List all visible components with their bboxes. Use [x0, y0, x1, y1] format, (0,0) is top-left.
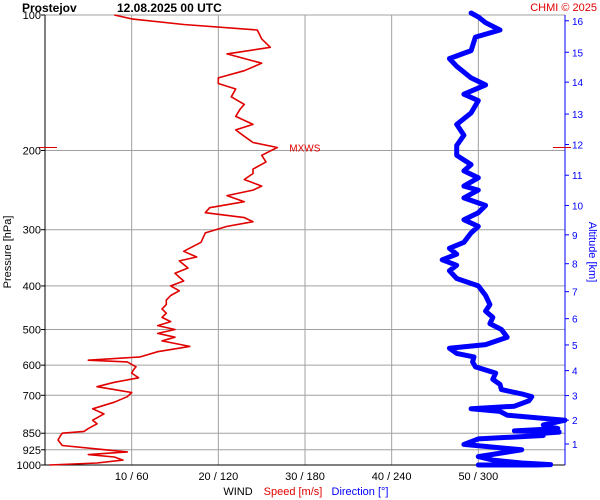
x-axis-speed-label: Speed [m/s]	[264, 486, 323, 498]
pressure-tick-label: 200	[23, 145, 41, 157]
altitude-tick-label: 10	[572, 201, 584, 212]
pressure-tick-label: 500	[23, 325, 41, 337]
x-axis-wind-label: WIND	[223, 486, 252, 498]
altitude-tick-label: 15	[572, 48, 584, 59]
altitude-tick-label: 4	[572, 367, 578, 378]
station-title: Prostejov	[22, 1, 77, 15]
x-axis-direction-label: Direction [°]	[332, 486, 389, 498]
altitude-tick-label: 6	[572, 315, 578, 326]
altitude-tick-label: 7	[572, 288, 578, 299]
mxws-marker: MXWS	[39, 144, 571, 155]
datetime-title: 12.08.2025 00 UTC	[117, 1, 222, 15]
pressure-tick-label: 300	[23, 225, 41, 237]
pressure-tick-label: 850	[23, 428, 41, 440]
x-tick-label: 40 / 240	[372, 471, 412, 483]
pressure-tick-label: 400	[23, 281, 41, 293]
altitude-tick-label: 1	[572, 440, 578, 451]
pressure-tick-label: 100	[23, 10, 41, 22]
altitude-tick-label: 13	[572, 110, 584, 121]
pressure-tick-label: 600	[23, 360, 41, 372]
altitude-tick-label: 14	[572, 78, 584, 89]
altitude-tick-label: 5	[572, 341, 578, 352]
x-tick-label: 50 / 300	[458, 471, 498, 483]
x-tick-label: 10 / 60	[115, 471, 149, 483]
x-tick-label: 30 / 180	[285, 471, 325, 483]
altitude-tick-label: 16	[572, 17, 584, 28]
altitude-tick-label: 8	[572, 260, 578, 271]
altitude-tick-label: 11	[572, 171, 583, 182]
pressure-axis: 100 200 300 400 500 600 700 850 925 1000	[17, 10, 45, 472]
x-axis: 10 / 60 20 / 120 30 / 180 40 / 240 50 / 300	[115, 471, 498, 483]
credit-label: CHMI © 2025	[530, 2, 597, 14]
mxws-label: MXWS	[289, 144, 320, 155]
speed-series-line	[49, 14, 279, 466]
altitude-tick-label: 12	[572, 141, 584, 152]
pressure-axis-label: Pressure [hPa]	[2, 216, 14, 289]
grid-layer	[45, 14, 565, 466]
altitude-tick-label: 9	[572, 231, 578, 242]
pressure-tick-label: 925	[23, 445, 41, 457]
direction-series-line	[439, 10, 568, 468]
series-layer	[49, 10, 568, 468]
altitude-tick-label: 2	[572, 416, 578, 427]
pressure-tick-label: 700	[23, 390, 41, 402]
altitude-tick-label: 3	[572, 392, 578, 403]
x-tick-label: 20 / 120	[198, 471, 238, 483]
altitude-axis-label: Altitude [km]	[586, 222, 598, 283]
pressure-tick-label: 1000	[17, 460, 41, 472]
